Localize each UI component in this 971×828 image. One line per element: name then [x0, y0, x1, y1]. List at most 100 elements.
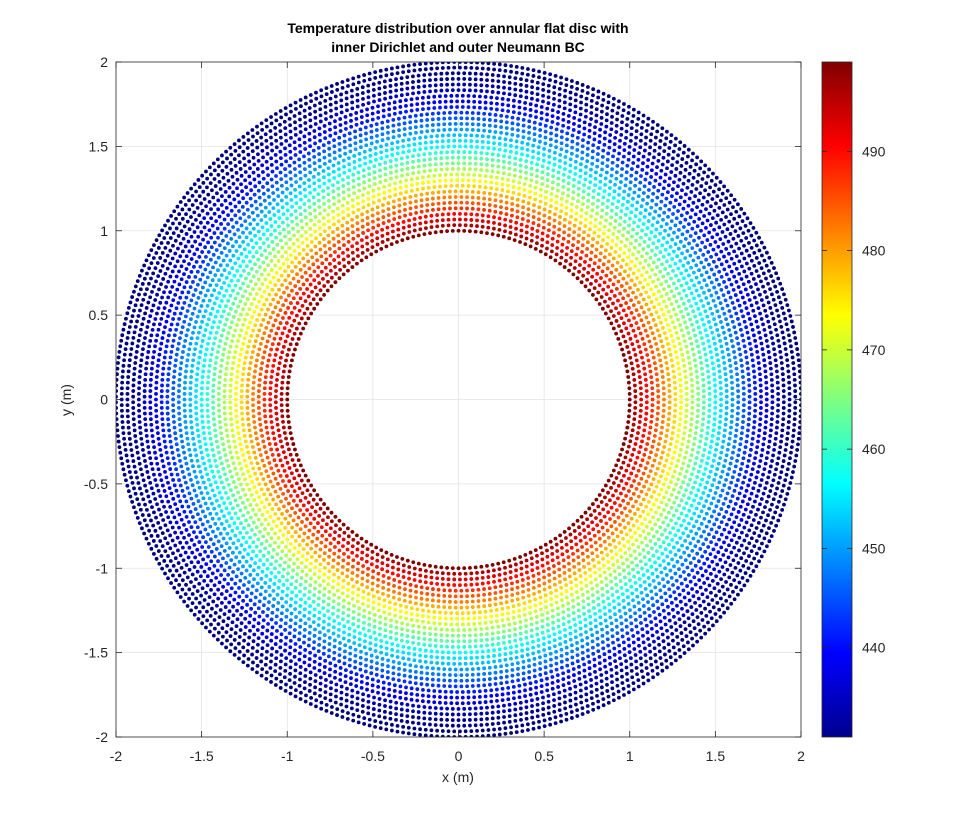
scatter-point	[610, 531, 615, 536]
scatter-point	[375, 236, 380, 241]
scatter-point	[228, 325, 233, 330]
scatter-point	[458, 650, 462, 655]
scatter-point	[278, 308, 283, 313]
scatter-point	[300, 225, 305, 230]
scatter-point	[275, 372, 280, 377]
scatter-point	[310, 539, 315, 544]
scatter-point	[650, 386, 655, 391]
scatter-point	[436, 599, 441, 603]
scatter-point	[469, 577, 474, 581]
scatter-point	[270, 555, 275, 560]
scatter-point	[587, 227, 592, 232]
scatter-point	[370, 207, 375, 212]
scatter-point	[455, 616, 459, 621]
scatter-point	[692, 296, 696, 301]
scatter-point	[348, 143, 353, 148]
scatter-point	[336, 540, 341, 545]
scatter-point	[730, 414, 734, 419]
scatter-point	[540, 557, 545, 562]
scatter-point	[635, 563, 639, 568]
scatter-point	[596, 290, 601, 295]
scatter-point	[436, 672, 441, 677]
scatter-point	[655, 466, 660, 471]
scatter-point	[529, 622, 534, 627]
scatter-point	[656, 517, 661, 522]
scatter-point	[648, 256, 653, 260]
scatter-point	[513, 173, 517, 178]
scatter-point	[271, 484, 275, 489]
scatter-point	[459, 121, 464, 126]
scatter-point	[518, 157, 523, 162]
scatter-point	[688, 317, 693, 322]
scatter-point	[657, 442, 661, 447]
scatter-point	[475, 661, 479, 666]
scatter-point	[645, 334, 650, 338]
scatter-point	[299, 561, 304, 565]
scatter-point	[337, 148, 342, 152]
scatter-point	[668, 264, 672, 269]
scatter-point	[355, 241, 359, 246]
scatter-point	[627, 397, 632, 402]
scatter-point	[403, 587, 407, 592]
scatter-point	[661, 386, 666, 391]
scatter-point	[336, 582, 341, 587]
scatter-point	[635, 594, 640, 599]
scatter-point	[431, 208, 435, 212]
scatter-point	[547, 160, 552, 165]
scatter-point	[295, 494, 300, 498]
scatter-point	[663, 228, 667, 233]
scatter-point	[472, 184, 477, 189]
scatter-point	[630, 342, 635, 347]
scatter-point	[480, 655, 485, 660]
scatter-point	[476, 599, 481, 603]
scatter-point	[275, 417, 279, 422]
scatter-point	[329, 519, 334, 524]
scatter-point	[500, 612, 505, 617]
scatter-point	[272, 336, 277, 341]
scatter-point	[699, 521, 704, 526]
scatter-point	[373, 146, 378, 150]
scatter-point	[436, 666, 441, 671]
scatter-point	[458, 661, 462, 666]
scatter-point	[554, 139, 559, 144]
scatter-point	[627, 223, 631, 228]
scatter-point	[561, 622, 566, 627]
scatter-point	[286, 420, 291, 424]
scatter-point	[681, 493, 686, 498]
scatter-point	[647, 487, 651, 492]
scatter-point	[285, 397, 290, 402]
scatter-point	[674, 464, 679, 468]
scatter-point	[413, 125, 418, 129]
scatter-point	[511, 604, 516, 609]
scatter-point	[677, 428, 681, 433]
scatter-point	[572, 564, 577, 569]
scatter-point	[287, 329, 292, 333]
scatter-point	[655, 347, 660, 352]
scatter-point	[622, 226, 626, 231]
scatter-point	[312, 222, 317, 227]
scatter-point	[425, 191, 430, 196]
scatter-point	[536, 577, 541, 582]
scatter-point	[177, 417, 182, 422]
scatter-point	[643, 517, 647, 522]
scatter-point	[638, 386, 643, 391]
scatter-point	[272, 197, 276, 202]
scatter-point	[643, 417, 648, 422]
scatter-point	[501, 623, 506, 628]
scatter-point	[688, 541, 693, 546]
scatter-point	[288, 618, 293, 623]
scatter-point	[517, 608, 521, 613]
scatter-point	[231, 361, 236, 365]
scatter-point	[600, 488, 605, 493]
scatter-point	[279, 397, 284, 402]
scatter-point	[405, 634, 410, 638]
scatter-point	[232, 439, 237, 444]
scatter-point	[470, 201, 475, 206]
scatter-point	[293, 621, 298, 626]
scatter-point	[568, 157, 573, 162]
scatter-point	[702, 278, 707, 283]
scatter-point	[604, 170, 609, 175]
scatter-point	[217, 408, 221, 413]
scatter-point	[662, 287, 666, 291]
scatter-point	[735, 417, 740, 422]
